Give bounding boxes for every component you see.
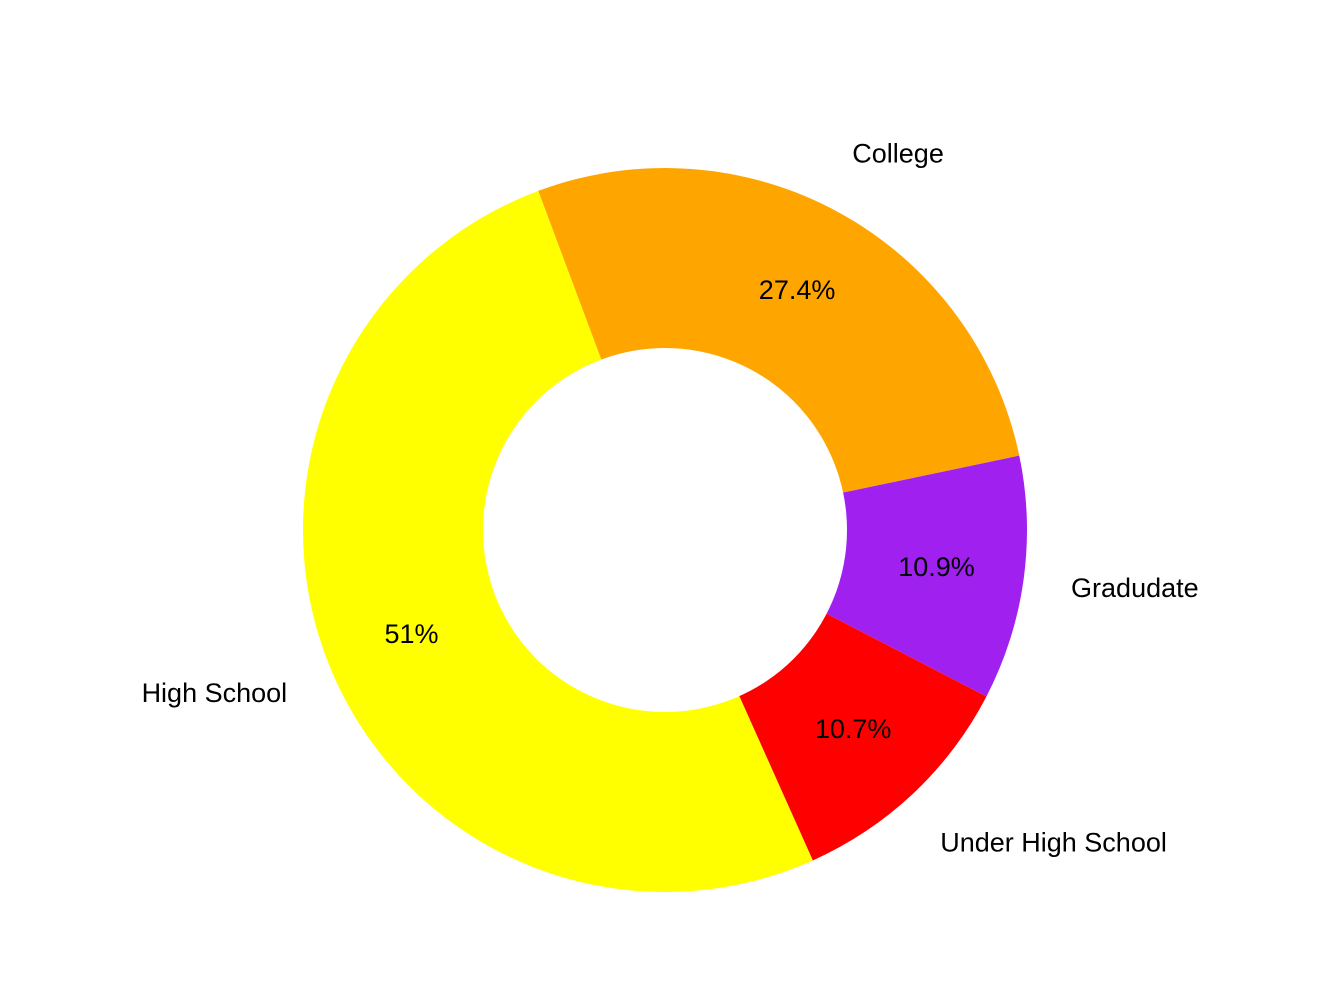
category-label-college: College	[852, 138, 944, 168]
category-label-high-school: High School	[142, 678, 288, 708]
labels-group: 27.4% College 10.9% Gradudate 10.7% Under Hig…	[142, 138, 1199, 857]
category-label-under-high-school: Under High School	[940, 828, 1167, 858]
percent-label-under-high-school: 10.7%	[815, 714, 892, 744]
category-label-gradudate: Gradudate	[1071, 573, 1199, 603]
donut-hole	[483, 348, 847, 712]
percent-label-college: 27.4%	[759, 275, 836, 305]
percent-label-gradudate: 10.9%	[898, 552, 975, 582]
percent-label-high-school: 51%	[384, 619, 438, 649]
